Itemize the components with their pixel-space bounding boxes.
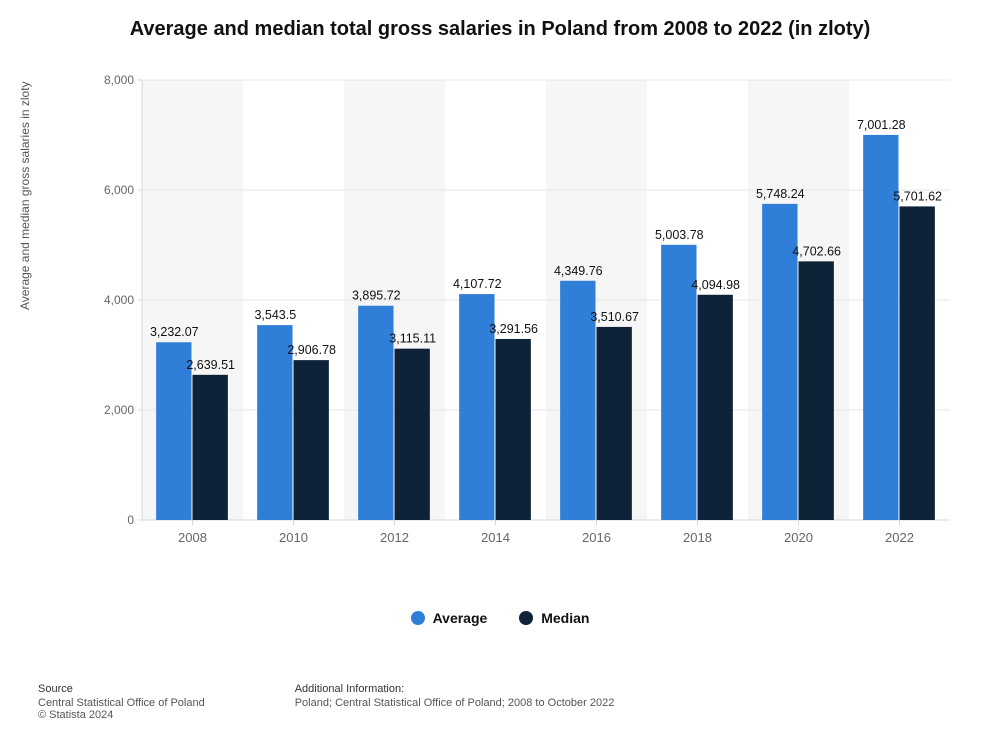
footer: Source Central Statistical Office of Pol…: [38, 683, 962, 721]
legend-label-average: Average: [433, 610, 488, 626]
bar-median-2022[interactable]: [900, 206, 935, 520]
bar-median-2012[interactable]: [395, 349, 430, 520]
footer-source: Source Central Statistical Office of Pol…: [38, 683, 205, 721]
bar-label: 4,349.76: [554, 264, 603, 278]
bar-median-2018[interactable]: [698, 295, 733, 520]
svg-text:8,000: 8,000: [104, 73, 134, 87]
bar-average-2012[interactable]: [358, 306, 393, 520]
footer-source-header: Source: [38, 683, 205, 695]
x-tick-label: 2012: [380, 530, 409, 545]
chart-title: Average and median total gross salaries …: [0, 0, 1000, 41]
x-tick-label: 2008: [178, 530, 207, 545]
bar-label: 3,291.56: [489, 322, 538, 336]
bar-label: 3,543.5: [254, 308, 296, 322]
svg-text:4,000: 4,000: [104, 293, 134, 307]
bar-median-2014[interactable]: [496, 339, 531, 520]
svg-text:2,000: 2,000: [104, 403, 134, 417]
plot-area: 0 2,000 4,000 6,000 8,000 3,232.07 2,639.51 200…: [90, 70, 960, 560]
legend-swatch-average: [411, 611, 425, 625]
svg-text:0: 0: [127, 513, 134, 527]
bar-label: 3,115.11: [389, 332, 436, 346]
legend-item-average[interactable]: Average: [411, 610, 488, 626]
bar-label: 4,107.72: [453, 277, 502, 291]
x-tick-label: 2020: [784, 530, 813, 545]
chart-svg: 0 2,000 4,000 6,000 8,000 3,232.07 2,639.51 200…: [90, 70, 960, 560]
footer-source-text: Central Statistical Office of Poland: [38, 697, 205, 709]
legend-label-median: Median: [541, 610, 589, 626]
bar-label: 2,639.51: [186, 358, 235, 372]
bar-label: 4,094.98: [691, 278, 740, 292]
bar-label: 3,510.67: [590, 310, 639, 324]
bar-label: 3,232.07: [150, 325, 199, 339]
bar-label: 2,906.78: [287, 343, 336, 357]
footer-additional-text: Poland; Central Statistical Office of Po…: [295, 697, 615, 709]
x-tick-label: 2016: [582, 530, 611, 545]
bar-median-2016[interactable]: [597, 327, 632, 520]
legend: Average Median: [0, 610, 1000, 628]
bar-median-2008[interactable]: [193, 375, 228, 520]
legend-swatch-median: [519, 611, 533, 625]
x-tick-label: 2018: [683, 530, 712, 545]
bar-label: 5,003.78: [655, 228, 704, 242]
bar-label: 5,748.24: [756, 187, 805, 201]
bar-label: 7,001.28: [857, 118, 906, 132]
bar-label: 5,701.62: [893, 189, 942, 203]
x-tick-label: 2010: [279, 530, 308, 545]
bar-median-2010[interactable]: [294, 360, 329, 520]
bar-label: 4,702.66: [792, 244, 841, 258]
bar-median-2020[interactable]: [799, 261, 834, 520]
x-tick-label: 2014: [481, 530, 510, 545]
svg-text:6,000: 6,000: [104, 183, 134, 197]
footer-additional-header: Additional Information:: [295, 683, 615, 695]
footer-copyright: © Statista 2024: [38, 709, 205, 721]
y-axis-label: Average and median gross salaries in zlo…: [18, 81, 32, 310]
legend-item-median[interactable]: Median: [519, 610, 589, 626]
bar-label: 3,895.72: [352, 289, 401, 303]
x-tick-label: 2022: [885, 530, 914, 545]
footer-additional: Additional Information: Poland; Central …: [295, 683, 615, 721]
